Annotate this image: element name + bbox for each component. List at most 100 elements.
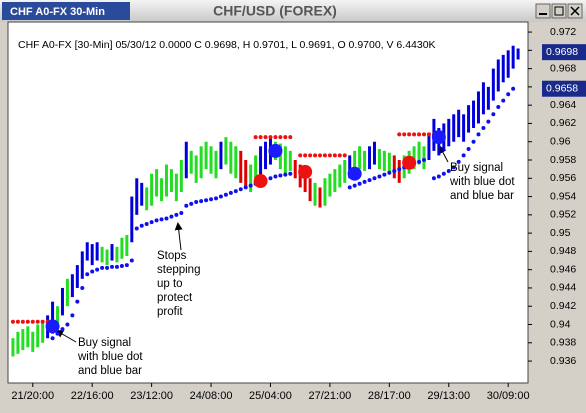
y-tick-label: 0.948 (550, 245, 576, 257)
x-tick-label: 22/16:00 (71, 390, 114, 402)
annotation-arrows (55, 145, 449, 343)
info-line: CHF A0-FX [30-Min] 05/30/12 0.0000 C 0.9… (18, 39, 436, 51)
stop-dot (164, 216, 169, 221)
stop-dot (392, 168, 397, 173)
stop-dot (407, 132, 412, 137)
stop-dot (189, 201, 194, 206)
stop-dot (431, 176, 436, 181)
annotation: and blue bar (450, 190, 514, 202)
plot-area (7, 21, 529, 384)
y-tick-label: 0.936 (550, 355, 576, 367)
stop-dot (144, 221, 149, 226)
stop-dot (75, 299, 80, 304)
stop-dot (422, 132, 426, 137)
stop-dot (273, 135, 278, 140)
stop-dot (100, 265, 105, 270)
stop-dot (40, 319, 45, 324)
stop-dot (228, 190, 233, 195)
maximize-button[interactable] (551, 3, 567, 19)
stop-dot (417, 132, 422, 137)
stop-dot (496, 104, 501, 109)
stop-dot (506, 92, 511, 97)
stop-dot (50, 336, 55, 341)
stop-dot (95, 267, 100, 272)
stop-dot (10, 319, 15, 324)
stop-dot (367, 178, 372, 183)
stop-dot (352, 183, 357, 188)
window-buttons (535, 3, 583, 19)
stop-dot (268, 135, 273, 140)
stop-dot (501, 98, 506, 103)
stop-dot (238, 187, 243, 192)
y-tick-label: 0.952 (550, 209, 576, 221)
stop-dot (313, 153, 318, 158)
stop-dot (298, 153, 303, 158)
stop-dot (303, 153, 308, 158)
stop-dot (422, 158, 426, 163)
y-tick-label: 0.94 (550, 318, 571, 330)
x-tick-label: 27/21:00 (308, 390, 351, 402)
stop-dot (25, 319, 30, 324)
stop-dot (199, 199, 204, 204)
y-tick-label: 0.962 (550, 117, 576, 129)
annotation: and blue bar (78, 365, 142, 377)
stop-dot (253, 135, 258, 140)
stop-dot (209, 197, 214, 202)
y-tick-label: 0.95 (550, 227, 571, 239)
stop-dot (466, 147, 471, 152)
maximize-icon (554, 6, 564, 16)
stop-dot (243, 185, 248, 190)
annotation: Buy signal (78, 337, 131, 349)
stop-dot (20, 319, 25, 324)
price-marker-box (542, 44, 586, 61)
y-tick-label: 0.972 (550, 26, 576, 38)
stop-dot (35, 319, 40, 324)
signal-dot (298, 164, 313, 179)
stop-dot (511, 86, 516, 91)
stop-dot (233, 189, 238, 194)
stop-dot (80, 285, 85, 290)
y-tick-label: 0.946 (550, 263, 576, 275)
signal-dot (45, 319, 60, 334)
y-tick-label: 0.958 (550, 154, 576, 166)
stop-dot (85, 272, 90, 277)
signal-dot (347, 166, 362, 181)
stop-dot (258, 135, 263, 140)
stop-dot (214, 196, 218, 201)
minimize-button[interactable] (535, 3, 551, 19)
stop-dot (263, 135, 268, 140)
stop-dot (461, 153, 466, 158)
stop-dot (397, 167, 402, 172)
stop-dot (30, 319, 35, 324)
x-tick-label: 21/20:00 (11, 390, 54, 402)
stop-dot (451, 165, 456, 170)
stop-dot (124, 263, 129, 268)
stop-dot (372, 176, 377, 181)
price-marker-label: 0.9698 (546, 46, 578, 58)
stop-dot (223, 192, 228, 197)
y-tick-label: 0.954 (550, 190, 576, 202)
stop-dot (169, 214, 174, 219)
window-title: CHF A0-FX 30-Min (10, 6, 105, 18)
y-tick-label: 0.956 (550, 172, 576, 184)
annotation: Buy signal (450, 162, 503, 174)
stop-dot (362, 179, 367, 184)
stop-dot (382, 172, 387, 177)
signal-dot (253, 174, 268, 189)
y-tick-label: 0.944 (550, 282, 576, 294)
stop-dot (322, 153, 327, 158)
close-icon (570, 6, 580, 16)
stop-dot (283, 135, 288, 140)
stop-dot (159, 217, 164, 222)
y-tick-label: 0.96 (550, 136, 571, 148)
stop-dot (174, 212, 179, 217)
stop-dot (288, 135, 293, 140)
y-tick-label: 0.968 (550, 62, 576, 74)
stop-dot (278, 173, 283, 178)
y-tick-label: 0.938 (550, 337, 576, 349)
arrow (55, 329, 77, 343)
signal-dot (268, 143, 283, 158)
stop-dot (402, 132, 407, 137)
stop-dot (149, 220, 154, 225)
